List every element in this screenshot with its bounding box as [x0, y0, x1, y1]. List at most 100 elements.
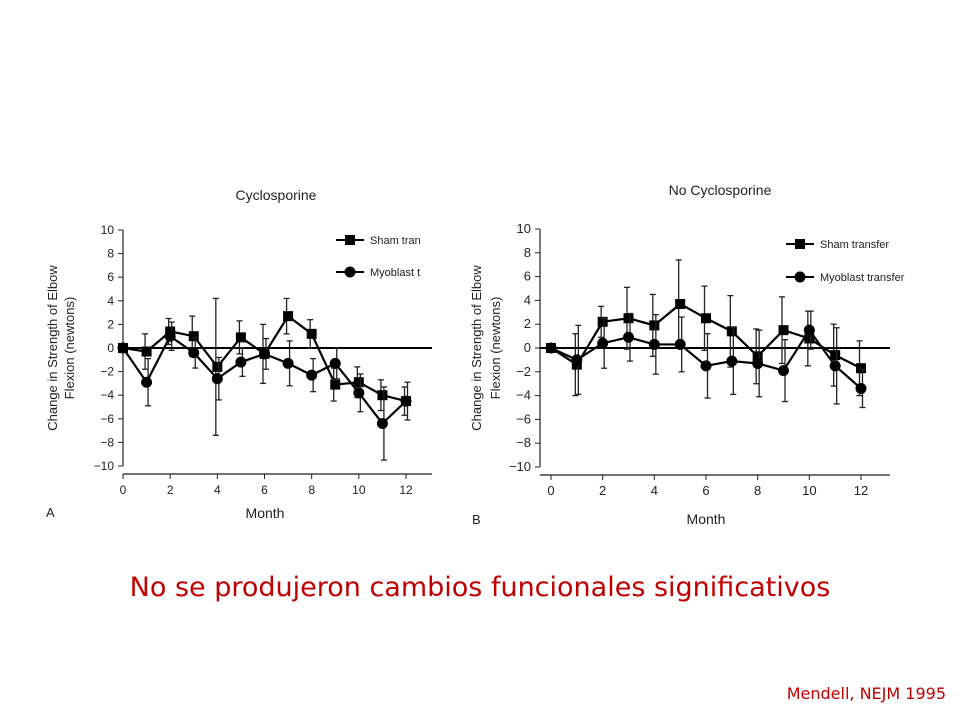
- data-point-square: [726, 326, 737, 337]
- y-tick-label: 8: [107, 247, 114, 261]
- data-point-square: [235, 332, 246, 343]
- panel-label: B: [472, 512, 481, 527]
- data-point-circle: [329, 357, 341, 369]
- y-axis-label-line2: Flexion (newtons): [488, 297, 503, 400]
- x-tick-label: 6: [702, 483, 709, 498]
- legend-marker-circle: [344, 266, 356, 278]
- data-point-circle: [700, 360, 712, 372]
- legend-label: Myoblast t: [370, 267, 420, 279]
- x-axis-label: Month: [687, 511, 726, 527]
- legend-label: Myoblast transfer: [820, 272, 905, 284]
- y-tick-label: 8: [524, 245, 531, 260]
- x-tick-label: 4: [214, 483, 221, 497]
- data-point-circle: [855, 382, 867, 394]
- data-point-circle: [164, 330, 176, 342]
- legend-label: Sham transfer: [820, 239, 889, 251]
- y-tick-label: −4: [100, 388, 114, 402]
- data-point-circle: [674, 338, 686, 350]
- legend-label: Sham tran: [370, 235, 421, 247]
- legend-marker-square: [795, 239, 805, 249]
- legend: Sham transfer Myoblast transfer: [786, 239, 905, 284]
- y-tick-label: −2: [100, 365, 114, 379]
- data-point-square: [752, 351, 763, 362]
- x-tick-label: 12: [399, 483, 413, 497]
- y-tick-label: 2: [524, 316, 531, 331]
- chart-title: Cyclosporine: [236, 187, 317, 203]
- y-tick-label: −8: [516, 435, 531, 450]
- data-point-circle: [571, 354, 583, 366]
- x-tick-label: 0: [547, 483, 554, 498]
- y-tick-label: 10: [517, 221, 531, 236]
- data-point-circle: [259, 348, 270, 360]
- data-point-square: [701, 313, 711, 324]
- chart-title: No Cyclosporine: [669, 182, 772, 198]
- data-point-square: [597, 316, 608, 327]
- x-tick-label: 2: [599, 483, 606, 498]
- data-point-square: [778, 325, 789, 336]
- data-point-square: [283, 311, 294, 322]
- x-tick-label: 8: [754, 483, 761, 498]
- data-point-square: [188, 331, 199, 342]
- data-point-circle: [829, 360, 841, 372]
- data-point-circle: [141, 376, 153, 388]
- data-point-circle: [211, 373, 223, 385]
- y-tick-label: −2: [516, 364, 531, 379]
- data-point-square: [353, 377, 364, 388]
- data-point-circle: [726, 355, 738, 367]
- x-tick-label: 10: [802, 483, 816, 498]
- data-point-square: [856, 363, 866, 374]
- data-point-circle: [282, 357, 294, 369]
- y-axis-label-line2: Flexion (newtons): [62, 297, 77, 400]
- legend: Sham tran Myoblast t: [336, 235, 421, 279]
- x-tick-label: 0: [120, 483, 127, 497]
- data-point-circle: [188, 347, 200, 359]
- data-point-square: [212, 361, 223, 372]
- legend-marker-square: [345, 235, 355, 245]
- data-point-circle: [623, 331, 634, 343]
- y-tick-label: −6: [100, 412, 114, 426]
- data-point-square: [649, 320, 660, 331]
- data-point-square: [623, 313, 634, 324]
- data-point-circle: [306, 369, 318, 381]
- data-point-square: [804, 333, 815, 344]
- data-point-circle: [400, 395, 412, 407]
- y-tick-label: 6: [524, 269, 531, 284]
- data-point-circle: [803, 324, 815, 336]
- x-axis-label: Month: [246, 505, 285, 521]
- y-tick-label: 10: [101, 223, 115, 237]
- data-point-square: [306, 328, 317, 339]
- data-point-square: [377, 390, 388, 401]
- x-tick-label: 10: [352, 483, 366, 497]
- x-tick-label: 12: [854, 483, 868, 498]
- series-line: [550, 328, 862, 390]
- y-tick-label: 6: [107, 270, 114, 284]
- data-point-square: [141, 346, 152, 357]
- data-point-circle: [117, 342, 129, 354]
- y-tick-label: 0: [107, 341, 114, 355]
- x-tick-label: 4: [651, 483, 658, 498]
- y-tick-label: −10: [94, 459, 115, 473]
- x-tick-label: 2: [167, 483, 174, 497]
- data-point-circle: [235, 356, 247, 368]
- data-point-circle: [545, 342, 557, 354]
- y-tick-label: −8: [100, 435, 114, 449]
- y-tick-label: −6: [516, 411, 531, 426]
- y-axis-label-line1: Change in Strength of Elbow: [469, 265, 484, 431]
- x-tick-label: 8: [308, 483, 315, 497]
- data-point-circle: [597, 337, 609, 349]
- citation-credit: Mendell, NEJM 1995: [786, 684, 946, 703]
- data-point-square: [330, 379, 341, 390]
- y-tick-label: 0: [524, 340, 531, 355]
- data-point-square: [830, 350, 841, 361]
- slide-caption: No se produjeron cambios funcionales sig…: [129, 572, 831, 603]
- y-tick-label: 4: [524, 292, 531, 307]
- data-point-circle: [376, 418, 388, 430]
- x-tick-label: 6: [261, 483, 268, 497]
- data-point-circle: [648, 338, 660, 350]
- data-point-square: [675, 298, 686, 309]
- y-tick-label: 4: [107, 294, 114, 308]
- legend-marker-circle: [794, 271, 806, 283]
- chart-panel-A: Cyclosporine 10 8 6 4 2 0 −2 −4 −6 −8 −10 0 2 4 6 8 10 12 M…: [45, 187, 432, 521]
- data-point-circle: [752, 357, 764, 369]
